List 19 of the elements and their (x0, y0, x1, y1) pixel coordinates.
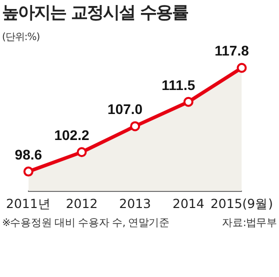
annotation: 자료:법무부 (222, 216, 277, 230)
x-tick-label: 2011년 (6, 196, 51, 211)
data-label: 107.0 (108, 101, 143, 118)
point (130, 121, 140, 132)
chart-title: 높아지는 교정시설 수용률 (2, 2, 188, 24)
x-tick-label: 2013 (119, 196, 151, 211)
point (183, 96, 194, 107)
chart-subtitle: (단위:%) (2, 31, 40, 44)
data-label: 111.5 (162, 76, 196, 93)
x-tick-label: 2012 (66, 196, 98, 211)
point (23, 166, 34, 177)
x-tick-label: 2014 (172, 196, 204, 211)
x-tick-label: 2015(9월) (210, 196, 274, 211)
data-label: 117.8 (214, 42, 250, 59)
point (236, 62, 247, 73)
annotation: ※수용정원 대비 수용자 수, 연말기준 (2, 216, 170, 230)
data-label: 98.6 (14, 146, 42, 162)
point (76, 147, 87, 158)
data-label: 102.2 (54, 126, 90, 143)
